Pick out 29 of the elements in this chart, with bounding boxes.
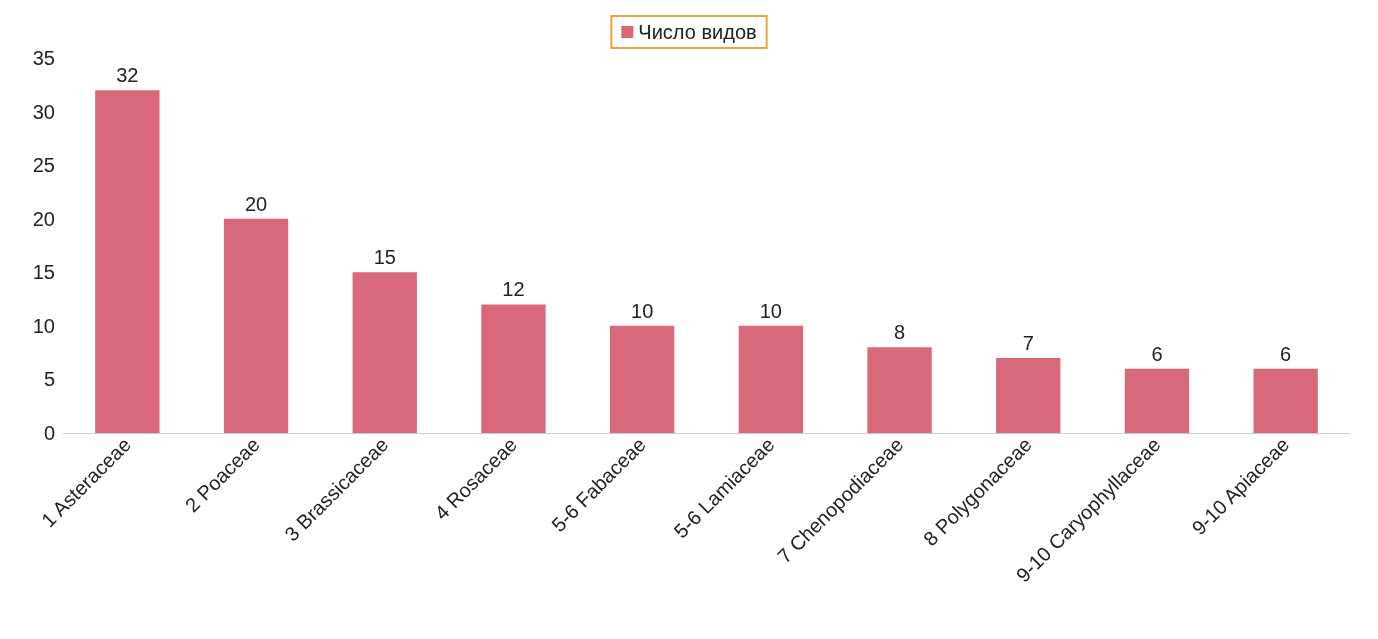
- bar: [1253, 368, 1318, 433]
- data-label: 10: [631, 299, 654, 322]
- data-label: 10: [759, 299, 782, 322]
- y-tick-label: 30: [32, 100, 55, 123]
- data-label: 8: [893, 321, 906, 344]
- bar: [223, 218, 289, 433]
- bar: [738, 325, 804, 433]
- y-tick-label: 25: [32, 154, 55, 177]
- data-label: 20: [244, 192, 268, 215]
- data-label: 6: [1151, 342, 1163, 365]
- bar: [867, 347, 932, 433]
- legend-label: Число видов: [638, 21, 757, 43]
- data-label: 7: [1022, 332, 1034, 354]
- y-tick-label: 0: [43, 422, 55, 444]
- bar: [996, 358, 1061, 433]
- y-tick-label: 15: [32, 261, 55, 284]
- bar: [609, 325, 675, 433]
- y-tick-label: 35: [32, 47, 55, 69]
- data-label: 6: [1280, 342, 1292, 365]
- data-label: 12: [502, 278, 525, 301]
- y-tick-label: 5: [43, 368, 55, 391]
- data-label: 15: [373, 246, 396, 269]
- data-label: 32: [116, 64, 139, 87]
- bar: [352, 272, 417, 433]
- bar: [95, 90, 160, 433]
- bar: [1124, 368, 1190, 433]
- bar: [481, 304, 546, 433]
- y-tick-label: 10: [32, 314, 55, 337]
- y-tick-label: 20: [32, 207, 55, 230]
